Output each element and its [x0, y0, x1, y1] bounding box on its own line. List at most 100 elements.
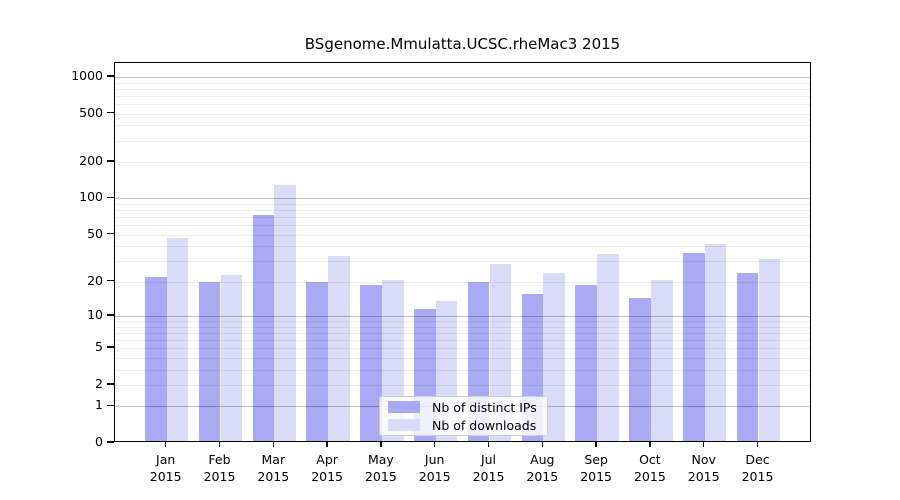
minor-gridline-8 — [115, 326, 810, 328]
x-label-dec: Dec 2015 — [741, 452, 774, 484]
x-label-jan: Jan 2015 — [149, 452, 182, 484]
bar-downloads-sep — [597, 254, 619, 441]
x-tick-jul — [487, 442, 490, 447]
minor-gridline-7 — [115, 332, 810, 334]
minor-gridline-40 — [115, 246, 810, 248]
x-label-oct: Oct 2015 — [633, 452, 666, 484]
bar-ips-oct — [629, 297, 651, 441]
minor-gridline-5 — [115, 348, 810, 350]
minor-gridline-400 — [115, 125, 810, 127]
x-tick-aug — [541, 442, 544, 447]
x-label-aug: Aug 2015 — [526, 452, 559, 484]
bar-ips-sep — [575, 285, 598, 441]
x-tick-oct — [649, 442, 651, 447]
y-tick-label-200: 200 — [79, 153, 103, 168]
x-tick-may — [380, 442, 382, 447]
y-tick-1000 — [107, 75, 114, 77]
x-tick-sep — [595, 442, 597, 447]
bar-ips-may — [360, 285, 382, 441]
x-tick-dec — [756, 442, 759, 447]
minor-gridline-500 — [115, 113, 810, 115]
bar-downloads-mar — [274, 184, 297, 441]
minor-gridline-9 — [115, 321, 810, 322]
y-tick-label-2: 2 — [95, 375, 103, 391]
legend: Nb of distinct IPs Nb of downloads — [379, 396, 548, 436]
y-tick-label-50: 50 — [87, 225, 103, 241]
x-tick-apr — [326, 442, 328, 447]
y-tick-1 — [107, 404, 114, 407]
y-tick-label-1: 1 — [95, 397, 103, 413]
major-gridline-1000 — [115, 76, 810, 78]
bar-downloads-feb — [220, 274, 243, 441]
x-label-nov: Nov 2015 — [687, 452, 720, 484]
x-tick-jun — [433, 442, 436, 447]
minor-gridline-700 — [115, 95, 810, 97]
minor-gridline-60 — [115, 225, 810, 227]
y-tick-50 — [107, 232, 114, 235]
y-tick-0 — [107, 441, 114, 443]
y-tick-label-100: 100 — [79, 189, 103, 205]
y-tick-label-20: 20 — [87, 272, 103, 288]
minor-gridline-80 — [115, 210, 810, 212]
legend-label-distinct-ips: Nb of distinct IPs — [432, 399, 537, 415]
minor-gridline-600 — [115, 103, 810, 105]
y-tick-5 — [107, 346, 114, 348]
y-tick-label-5: 5 — [95, 339, 103, 355]
bar-downloads-jan — [166, 238, 189, 441]
y-tick-100 — [107, 196, 114, 199]
bar-downloads-dec — [758, 259, 781, 441]
y-tick-10 — [107, 314, 114, 316]
bar-downloads-apr — [328, 255, 350, 441]
bar-downloads-aug — [543, 272, 566, 441]
y-tick-label-10: 10 — [87, 306, 103, 322]
bar-ips-mar — [252, 215, 275, 441]
bar-ips-jan — [144, 277, 167, 441]
x-label-apr: Apr 2015 — [311, 452, 343, 484]
bar-ips-nov — [682, 252, 705, 441]
y-tick-500 — [107, 111, 114, 114]
x-tick-jan — [164, 442, 167, 447]
minor-gridline-30 — [115, 261, 810, 263]
y-tick-2 — [107, 383, 114, 385]
minor-gridline-4 — [115, 357, 810, 359]
bar-ips-apr — [306, 282, 329, 441]
legend-swatch-downloads — [388, 419, 420, 431]
y-tick-20 — [107, 279, 114, 282]
bar-downloads-oct — [650, 279, 673, 441]
legend-swatch-distinct-ips — [388, 401, 420, 413]
bar-ips-feb — [198, 282, 221, 441]
x-label-jul: Jul 2015 — [472, 452, 505, 484]
minor-gridline-6 — [115, 339, 810, 341]
major-gridline-10 — [115, 315, 810, 317]
minor-gridline-800 — [115, 88, 810, 90]
x-tick-mar — [272, 442, 275, 447]
minor-gridline-900 — [115, 82, 810, 84]
minor-gridline-20 — [115, 281, 810, 283]
minor-gridline-70 — [115, 217, 810, 219]
chart-title: BSgenome.Mmulatta.UCSC.rheMac3 2015 — [304, 35, 621, 53]
x-label-sep: Sep 2015 — [580, 452, 612, 484]
x-label-jun: Jun 2015 — [418, 452, 451, 484]
major-gridline-100 — [115, 198, 810, 200]
x-label-mar: Mar 2015 — [257, 452, 290, 484]
legend-item-distinct-ips: Nb of distinct IPs — [388, 401, 539, 414]
bar-downloads-nov — [704, 244, 727, 441]
minor-gridline-2 — [115, 384, 810, 386]
y-tick-label-0: 0 — [95, 434, 103, 449]
minor-gridline-50 — [115, 234, 810, 236]
x-tick-feb — [218, 442, 221, 447]
legend-label-downloads: Nb of downloads — [432, 417, 537, 433]
x-label-feb: Feb 2015 — [203, 452, 236, 484]
minor-gridline-3 — [115, 369, 810, 371]
y-tick-label-1000: 1000 — [71, 67, 103, 83]
y-tick-200 — [107, 160, 114, 162]
y-tick-label-500: 500 — [79, 104, 103, 120]
minor-gridline-90 — [115, 203, 810, 205]
x-tick-nov — [702, 442, 705, 447]
minor-gridline-200 — [115, 162, 810, 163]
plot-area: Nb of distinct IPs Nb of downloads — [114, 62, 811, 442]
bar-ips-dec — [736, 272, 759, 441]
legend-item-downloads: Nb of downloads — [388, 419, 539, 432]
minor-gridline-300 — [115, 140, 810, 142]
